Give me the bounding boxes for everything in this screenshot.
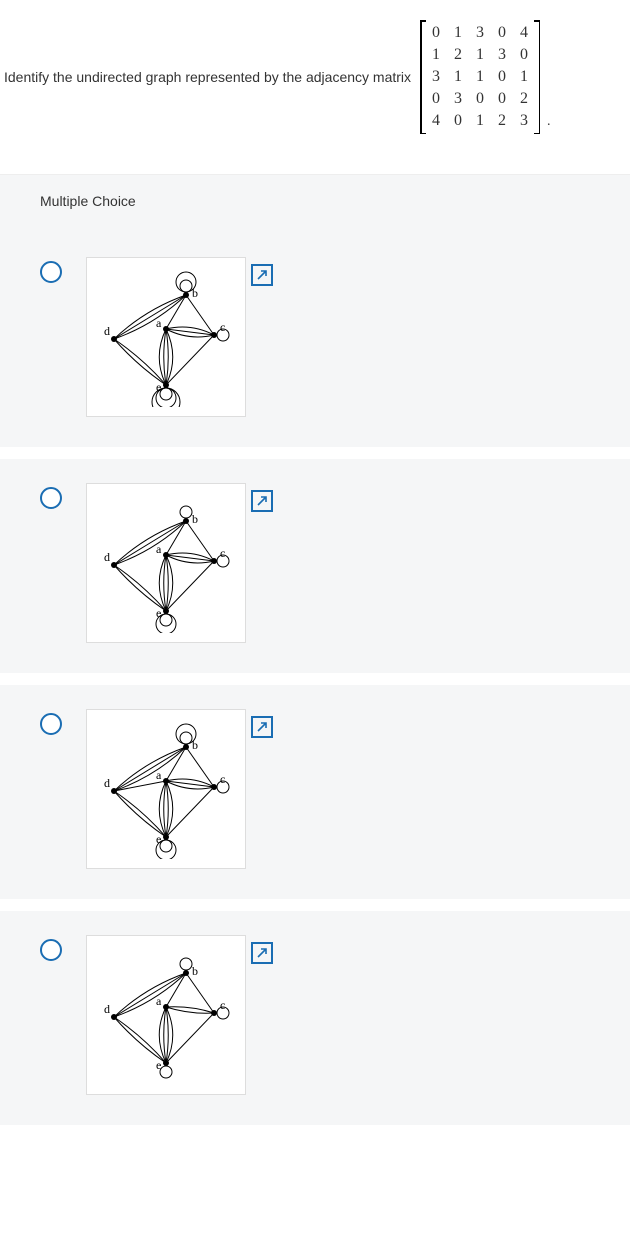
svg-text:b: b	[192, 964, 198, 978]
svg-text:c: c	[220, 546, 225, 560]
radio-button[interactable]	[40, 487, 62, 509]
matrix-cell: 4	[431, 112, 441, 130]
expand-icon[interactable]	[251, 264, 273, 286]
svg-text:d: d	[104, 1002, 110, 1016]
matrix-cell: 0	[453, 112, 463, 130]
radio-button[interactable]	[40, 713, 62, 735]
expand-icon[interactable]	[251, 716, 273, 738]
option-1[interactable]: a b c d e	[0, 227, 630, 447]
svg-text:a: a	[156, 768, 162, 782]
sentence-period: .	[543, 114, 557, 134]
graph-image: a b c d e	[86, 257, 246, 417]
svg-text:a: a	[156, 542, 162, 556]
matrix-cell: 2	[497, 112, 507, 130]
svg-text:b: b	[192, 286, 198, 300]
matrix-cell: 2	[519, 90, 529, 108]
matrix-cell: 1	[453, 24, 463, 42]
adjacency-matrix: 0130412130311010300240123	[417, 20, 543, 134]
matrix-cell: 1	[431, 46, 441, 64]
section-header: Multiple Choice	[0, 174, 630, 227]
svg-text:e: e	[156, 606, 161, 620]
graph-image: a b c d e	[86, 935, 246, 1095]
multiple-choice-section: Multiple Choice a b c d e a b c d e a b c d e a b c d e	[0, 174, 630, 1125]
expand-icon[interactable]	[251, 490, 273, 512]
svg-text:d: d	[104, 324, 110, 338]
svg-text:b: b	[192, 512, 198, 526]
matrix-cell: 3	[519, 112, 529, 130]
svg-text:b: b	[192, 738, 198, 752]
svg-text:a: a	[156, 316, 162, 330]
matrix-cell: 0	[431, 90, 441, 108]
matrix-cell: 0	[497, 90, 507, 108]
question-area: Identify the undirected graph represente…	[0, 0, 630, 174]
question-text: Identify the undirected graph represente…	[0, 69, 411, 85]
option-4[interactable]: a b c d e	[0, 911, 630, 1125]
matrix-cell: 0	[519, 46, 529, 64]
svg-text:c: c	[220, 320, 225, 334]
matrix-cell: 1	[453, 68, 463, 86]
radio-button[interactable]	[40, 261, 62, 283]
svg-text:d: d	[104, 776, 110, 790]
matrix-cell: 1	[475, 46, 485, 64]
matrix-cell: 0	[497, 24, 507, 42]
graph-image: a b c d e	[86, 709, 246, 869]
graph-image: a b c d e	[86, 483, 246, 643]
matrix-cell: 0	[431, 24, 441, 42]
svg-text:c: c	[220, 998, 225, 1012]
matrix-cell: 1	[475, 68, 485, 86]
matrix-cell: 1	[475, 112, 485, 130]
expand-icon[interactable]	[251, 942, 273, 964]
matrix-cell: 2	[453, 46, 463, 64]
svg-text:e: e	[156, 380, 161, 394]
matrix-cell: 4	[519, 24, 529, 42]
matrix-cell: 3	[497, 46, 507, 64]
svg-text:c: c	[220, 772, 225, 786]
svg-text:e: e	[156, 832, 161, 846]
svg-text:a: a	[156, 994, 162, 1008]
option-3[interactable]: a b c d e	[0, 685, 630, 899]
matrix-cell: 0	[475, 90, 485, 108]
matrix-cell: 1	[519, 68, 529, 86]
svg-text:d: d	[104, 550, 110, 564]
option-2[interactable]: a b c d e	[0, 459, 630, 673]
svg-text:e: e	[156, 1058, 161, 1072]
matrix-cell: 3	[453, 90, 463, 108]
matrix-cell: 3	[475, 24, 485, 42]
radio-button[interactable]	[40, 939, 62, 961]
matrix-cell: 3	[431, 68, 441, 86]
matrix-cell: 0	[497, 68, 507, 86]
